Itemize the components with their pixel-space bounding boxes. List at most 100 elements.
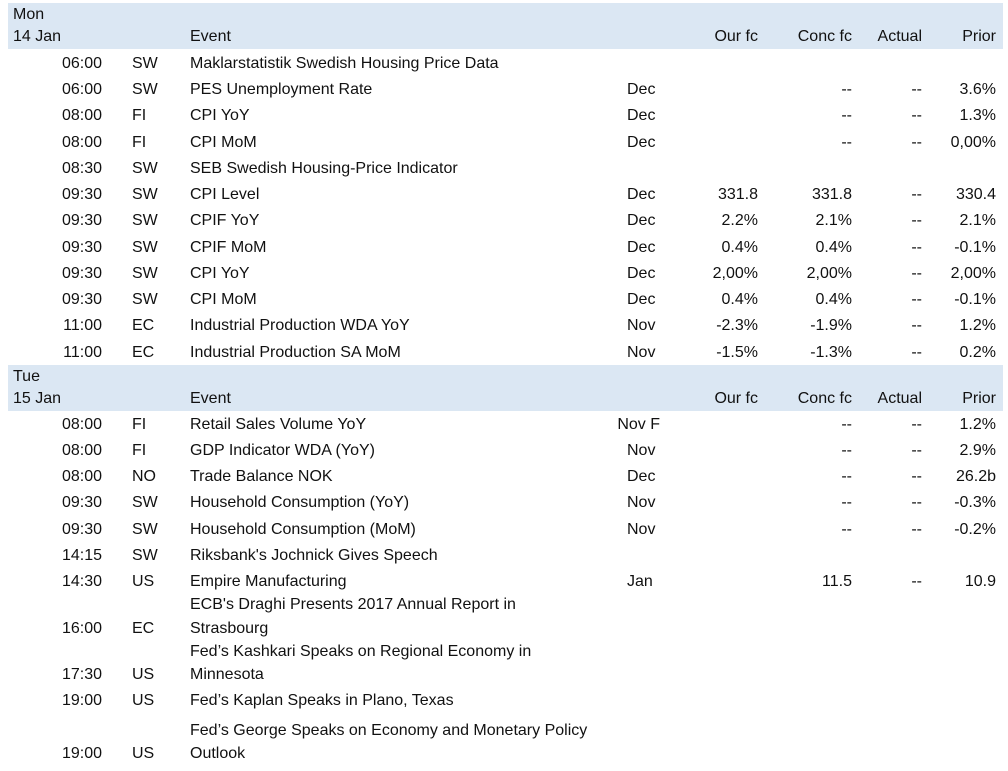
day-date: 15 Jan [13,390,62,407]
row-conc-fc: -- [841,494,852,511]
row-conc-fc: -- [841,416,852,433]
row-country: SW [132,494,158,511]
row-event: CPI YoY [190,107,250,124]
row-time: 16:00 [61,620,102,637]
row-period: Dec [627,186,656,203]
row-period: Dec [627,468,656,485]
row-prior: -0.2% [954,521,996,538]
row-actual: -- [911,134,922,151]
row-conc-fc: -1.3% [810,344,852,361]
row-period: Dec [627,81,656,98]
row-country: SW [132,265,158,282]
row-conc-fc: -1.9% [810,317,852,334]
row-country: SW [132,291,158,308]
row-time: 08:00 [61,416,102,433]
row-period: Dec [627,239,656,256]
row-event: CPI MoM [190,134,257,151]
row-actual: -- [911,239,922,256]
header-actual: Actual [877,390,922,407]
row-event: CPI YoY [190,265,250,282]
row-actual: -- [911,521,922,538]
row-conc-fc: 0.4% [815,239,852,256]
day-header-band [8,3,1003,49]
row-time: 06:00 [61,55,102,72]
row-our-fc: -2.3% [716,317,758,334]
row-country: FI [132,416,147,433]
row-country: SW [132,55,158,72]
row-country: EC [132,344,155,361]
row-conc-fc: 331.8 [811,186,852,203]
day-header-band [8,365,1003,411]
row-actual: -- [911,265,922,282]
row-actual: -- [911,317,922,334]
row-actual: -- [911,344,922,361]
row-conc-fc: 2.1% [815,212,852,229]
row-time: 19:00 [61,692,102,709]
row-our-fc: -1.5% [716,344,758,361]
row-time: 09:30 [61,239,102,256]
row-our-fc: 2,00% [712,265,758,282]
row-our-fc: 0.4% [721,239,758,256]
row-period: Jan [627,573,653,590]
row-time: 17:30 [61,666,102,683]
row-actual: -- [911,291,922,308]
row-country: SW [132,521,158,538]
row-period: Nov [627,521,656,538]
row-country: SW [132,160,158,177]
row-prior: 1.3% [959,107,996,124]
row-prior: 10.9 [964,573,996,590]
row-event: CPI Level [190,186,260,203]
row-prior: 330.4 [955,186,996,203]
row-time: 06:00 [61,81,102,98]
row-country: FI [132,107,147,124]
row-time: 11:00 [63,344,102,361]
row-time: 14:15 [61,547,102,564]
row-event: Household Consumption (MoM) [190,521,416,538]
row-actual: -- [911,416,922,433]
row-time: 08:00 [61,134,102,151]
row-country: US [132,692,155,709]
row-actual: -- [911,442,922,459]
row-period: Nov [627,317,656,334]
row-time: 09:30 [61,186,102,203]
row-event: SEB Swedish Housing-Price Indicator [190,160,458,177]
row-period: Dec [627,107,656,124]
row-event-line2: Outlook [190,745,246,762]
row-event: Empire Manufacturing [190,573,347,590]
row-time: 08:00 [61,107,102,124]
row-conc-fc: 0.4% [815,291,852,308]
row-country: SW [132,81,158,98]
row-prior: 1.2% [959,416,996,433]
row-event-line2: Minnesota [190,666,264,683]
header-event: Event [190,390,231,407]
row-event: Trade Balance NOK [190,468,333,485]
row-period: Dec [627,134,656,151]
row-time: 09:30 [61,291,102,308]
row-event: CPI MoM [190,291,257,308]
row-period: Dec [627,265,656,282]
row-country: NO [132,468,156,485]
row-time: 09:30 [61,265,102,282]
header-our-fc: Our fc [714,390,758,407]
row-our-fc: 331.8 [717,186,758,203]
row-time: 08:00 [61,442,102,459]
header-our-fc: Our fc [714,28,758,45]
row-time: 09:30 [61,494,102,511]
row-time: 14:30 [61,573,102,590]
row-event: Fed’s Kaplan Speaks in Plano, Texas [190,692,454,709]
row-period: Nov [627,494,656,511]
row-actual: -- [911,468,922,485]
row-prior: -0.1% [954,291,996,308]
row-conc-fc: 2,00% [806,265,852,282]
row-country: SW [132,212,158,229]
row-actual: -- [911,212,922,229]
row-country: US [132,666,155,683]
row-country: EC [132,317,155,334]
row-time: 08:00 [61,468,102,485]
row-country: EC [132,620,155,637]
row-event: CPIF YoY [190,212,260,229]
row-conc-fc: -- [841,521,852,538]
header-actual: Actual [877,28,922,45]
day-name: Mon [13,6,45,23]
